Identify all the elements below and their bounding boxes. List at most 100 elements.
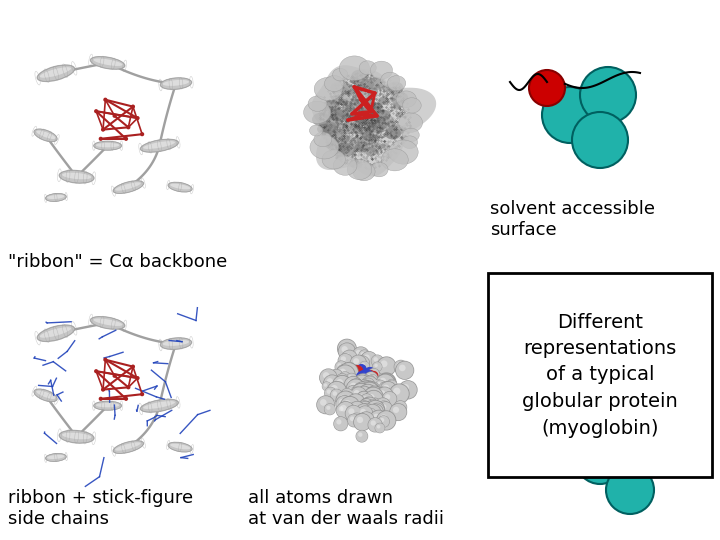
Ellipse shape [336, 85, 343, 91]
Circle shape [343, 391, 348, 396]
Circle shape [356, 404, 372, 421]
Circle shape [397, 363, 402, 368]
Circle shape [368, 417, 383, 433]
Ellipse shape [333, 156, 357, 176]
Circle shape [322, 381, 331, 391]
Circle shape [375, 423, 384, 433]
Circle shape [366, 387, 384, 404]
Circle shape [341, 350, 358, 366]
Circle shape [341, 389, 354, 401]
Ellipse shape [370, 61, 392, 79]
Circle shape [374, 423, 385, 433]
Circle shape [379, 403, 384, 408]
Circle shape [359, 383, 370, 395]
Circle shape [332, 376, 345, 390]
Circle shape [352, 404, 358, 410]
Ellipse shape [372, 116, 384, 125]
Ellipse shape [160, 338, 192, 350]
Circle shape [364, 367, 377, 380]
Circle shape [346, 393, 366, 413]
Circle shape [333, 416, 348, 431]
Circle shape [377, 356, 397, 376]
Ellipse shape [377, 119, 387, 127]
Circle shape [351, 365, 364, 378]
Circle shape [358, 401, 371, 414]
Circle shape [361, 370, 375, 384]
Ellipse shape [338, 134, 347, 140]
Circle shape [359, 382, 380, 402]
Circle shape [357, 417, 363, 423]
Circle shape [365, 386, 384, 406]
Circle shape [332, 375, 352, 395]
Circle shape [360, 380, 369, 389]
Circle shape [364, 394, 372, 402]
Circle shape [348, 375, 352, 380]
Circle shape [368, 403, 374, 410]
Circle shape [363, 396, 367, 401]
Ellipse shape [62, 173, 91, 179]
Circle shape [355, 356, 369, 370]
Circle shape [356, 430, 368, 442]
Circle shape [359, 394, 365, 401]
Circle shape [372, 387, 387, 401]
Circle shape [357, 401, 374, 418]
Circle shape [374, 421, 377, 424]
Ellipse shape [353, 163, 375, 181]
Circle shape [356, 381, 376, 400]
Ellipse shape [320, 124, 338, 138]
Polygon shape [312, 66, 436, 176]
Circle shape [361, 377, 375, 392]
Circle shape [352, 384, 371, 402]
Circle shape [364, 400, 383, 419]
Circle shape [376, 410, 396, 430]
Ellipse shape [326, 115, 343, 127]
Circle shape [343, 395, 353, 403]
Ellipse shape [330, 129, 345, 140]
Ellipse shape [161, 78, 192, 89]
Circle shape [356, 382, 371, 396]
Ellipse shape [388, 124, 404, 136]
Circle shape [343, 362, 356, 374]
Ellipse shape [163, 80, 189, 86]
Circle shape [358, 375, 374, 390]
Circle shape [364, 388, 383, 407]
Circle shape [348, 392, 353, 395]
Circle shape [360, 387, 369, 396]
Ellipse shape [330, 139, 348, 152]
Circle shape [389, 381, 392, 384]
Ellipse shape [93, 141, 122, 151]
Circle shape [363, 382, 379, 397]
Circle shape [379, 402, 392, 415]
Ellipse shape [60, 430, 94, 443]
Circle shape [361, 390, 366, 395]
Circle shape [101, 388, 105, 392]
Ellipse shape [384, 127, 401, 139]
Circle shape [319, 368, 338, 387]
Circle shape [369, 410, 389, 429]
Circle shape [390, 384, 404, 399]
Ellipse shape [337, 143, 356, 157]
Circle shape [338, 353, 353, 368]
Circle shape [367, 391, 374, 398]
Circle shape [367, 388, 379, 400]
Circle shape [359, 377, 372, 390]
Circle shape [352, 366, 356, 370]
Circle shape [355, 383, 366, 395]
Circle shape [379, 402, 388, 411]
Circle shape [359, 387, 373, 401]
Ellipse shape [34, 389, 58, 402]
Ellipse shape [115, 183, 140, 191]
Circle shape [363, 393, 372, 403]
Ellipse shape [336, 143, 351, 154]
Circle shape [356, 381, 374, 400]
Circle shape [354, 381, 357, 385]
Circle shape [360, 354, 371, 364]
Circle shape [360, 394, 365, 399]
Circle shape [338, 402, 348, 411]
Circle shape [361, 386, 370, 394]
Ellipse shape [338, 134, 354, 146]
Circle shape [360, 382, 365, 387]
Circle shape [360, 361, 369, 371]
Circle shape [358, 433, 362, 437]
Circle shape [351, 379, 363, 390]
